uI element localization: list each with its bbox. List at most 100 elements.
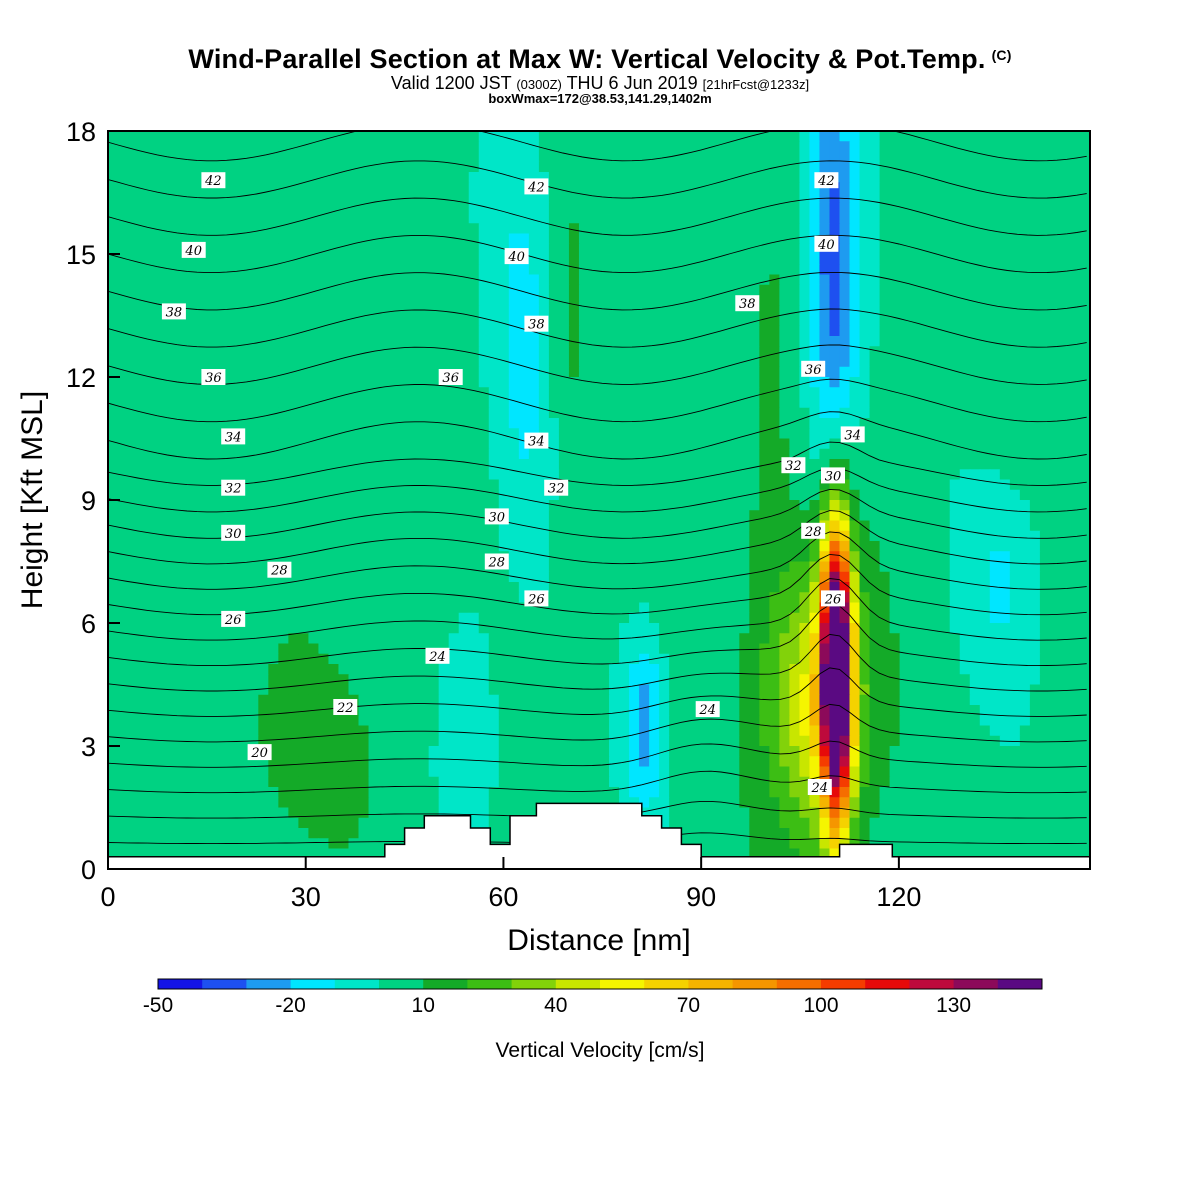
w-cell: [809, 561, 821, 573]
w-cell: [128, 459, 139, 470]
w-cell: [699, 264, 710, 276]
w-cell: [859, 387, 871, 399]
w-cell: [268, 202, 279, 214]
w-cell: [108, 346, 119, 358]
w-cell: [108, 233, 119, 245]
w-cell: [819, 295, 831, 306]
w-cell: [699, 254, 710, 265]
w-cell: [458, 479, 470, 491]
w-cell: [939, 356, 951, 368]
w-cell: [839, 254, 851, 265]
w-cell: [508, 510, 520, 522]
w-cell: [558, 192, 570, 204]
w-cell: [1059, 284, 1071, 296]
w-cell: [1069, 284, 1081, 296]
w-cell: [809, 223, 821, 235]
w-cell: [979, 561, 991, 573]
w-cell: [208, 510, 219, 522]
w-cell: [328, 479, 340, 491]
w-cell: [779, 213, 790, 224]
w-cell: [619, 582, 630, 593]
w-cell: [779, 336, 790, 347]
w-cell: [348, 530, 360, 542]
w-cell: [578, 448, 590, 460]
w-cell: [348, 571, 360, 583]
w-cell: [609, 366, 620, 378]
w-cell: [498, 202, 510, 214]
w-cell: [178, 223, 189, 235]
w-cell: [859, 633, 871, 645]
w-cell: [899, 479, 911, 491]
w-cell: [468, 366, 480, 378]
w-cell: [428, 530, 440, 542]
w-cell: [619, 500, 630, 511]
w-cell: [218, 397, 229, 409]
w-cell: [739, 284, 750, 296]
w-cell: [669, 541, 680, 552]
w-cell: [548, 161, 560, 173]
w-cell: [508, 397, 520, 409]
w-cell: [659, 305, 670, 317]
w-cell: [208, 213, 219, 224]
w-cell: [278, 633, 289, 645]
w-cell: [538, 356, 550, 368]
w-cell: [538, 643, 550, 655]
w-cell: [568, 602, 580, 614]
w-cell: [278, 469, 289, 481]
w-cell: [488, 469, 500, 481]
w-cell: [348, 254, 360, 265]
w-cell: [318, 582, 330, 593]
w-cell: [769, 233, 780, 245]
w-cell: [819, 377, 831, 388]
w-cell: [799, 510, 811, 522]
w-cell: [639, 141, 650, 153]
w-cell: [218, 295, 229, 306]
w-cell: [528, 366, 540, 378]
w-cell: [1039, 479, 1051, 491]
w-cell: [468, 561, 480, 573]
w-cell: [188, 377, 199, 388]
w-cell: [328, 459, 340, 470]
w-cell: [639, 459, 650, 470]
w-cell: [969, 551, 981, 563]
w-cell: [799, 397, 811, 409]
w-cell: [1079, 530, 1090, 542]
w-cell: [248, 561, 259, 573]
w-cell: [919, 541, 931, 552]
w-cell: [939, 377, 951, 388]
w-cell: [558, 438, 570, 450]
w-cell: [108, 469, 119, 481]
w-cell: [418, 325, 430, 337]
w-cell: [188, 305, 199, 317]
w-cell: [1009, 161, 1021, 173]
w-cell: [919, 264, 931, 276]
w-cell: [378, 500, 390, 511]
w-cell: [348, 459, 360, 470]
w-cell: [769, 264, 780, 276]
w-cell: [458, 172, 470, 183]
w-cell: [288, 141, 299, 153]
w-cell: [268, 551, 279, 563]
w-cell: [168, 233, 179, 245]
w-cell: [939, 151, 951, 163]
w-cell: [108, 407, 119, 419]
w-cell: [278, 346, 289, 358]
w-cell: [228, 623, 239, 634]
w-cell: [1059, 366, 1071, 378]
w-cell: [398, 264, 410, 276]
w-cell: [949, 582, 961, 593]
w-cell: [999, 202, 1011, 214]
w-cell: [659, 182, 670, 194]
w-cell: [328, 612, 340, 624]
w-cell: [929, 202, 941, 214]
w-cell: [138, 161, 149, 173]
w-cell: [248, 387, 259, 399]
w-cell: [588, 612, 600, 624]
w-cell: [879, 489, 891, 501]
w-cell: [238, 223, 249, 235]
w-cell: [939, 131, 951, 142]
w-cell: [118, 428, 129, 440]
w-cell: [989, 438, 1001, 450]
w-cell: [408, 582, 420, 593]
w-cell: [849, 459, 861, 470]
